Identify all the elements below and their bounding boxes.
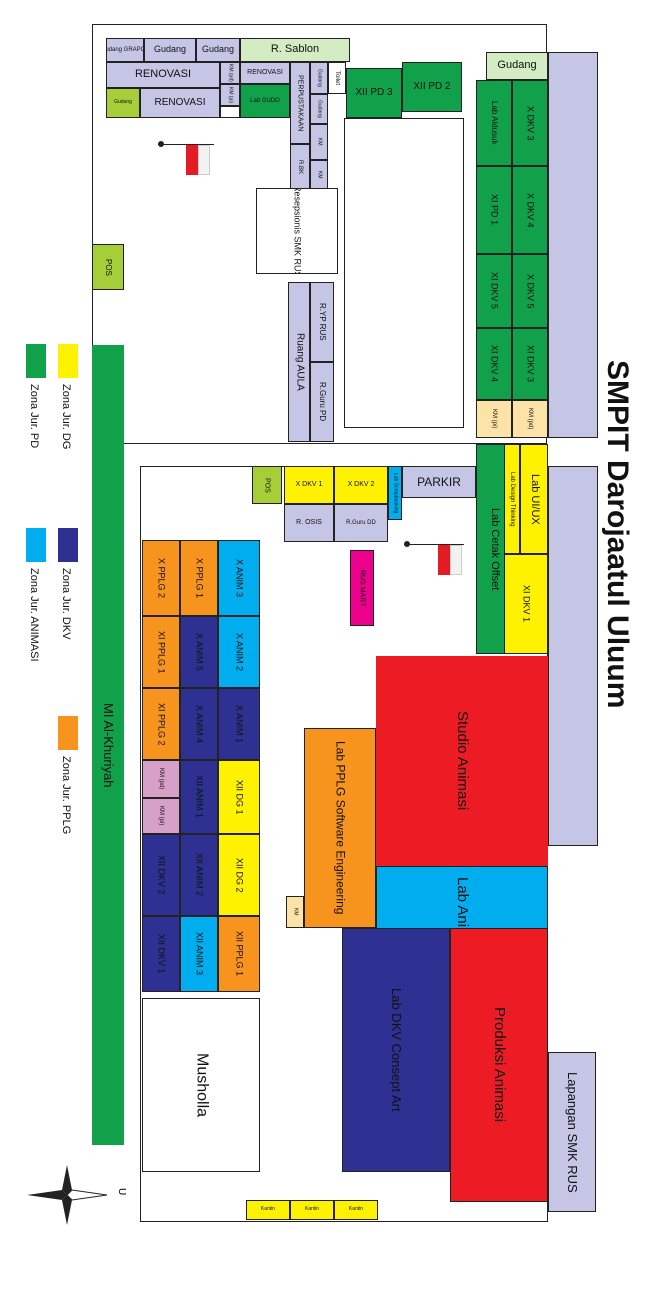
room-lab-scrapbooking: Lab Scrapbooking	[388, 466, 402, 520]
room-gudang-grapos: Gudang GRAPOS	[106, 38, 144, 62]
legend-label-pplg: Zona Jur. PPLG	[60, 756, 72, 835]
room-xi-dkv1: XI DKV 1	[504, 554, 548, 654]
room-toilet: Toilet	[328, 62, 346, 94]
pos-upper: POS	[92, 244, 124, 290]
room-kantin-3: Kantin	[334, 1200, 378, 1220]
room-xii-anim3: XII ANIM 3	[180, 916, 218, 992]
room-xi-pplg2: XI PPLG 2	[142, 688, 180, 760]
legend-label-dkv: Zona Jur. DKV	[60, 568, 72, 640]
room-resepsionis: Resepsionis SMK RUS	[256, 188, 338, 274]
map-title: SMPIT Darojaatul Uluum	[601, 360, 634, 709]
room-renovasi-1: RENOVASI	[106, 62, 220, 88]
room-xii-pd2: XII PD 2	[402, 62, 462, 112]
room-xi-pd1: XI PD 1	[476, 166, 512, 254]
room-lab-pplg: Lab PPLG Software Engineering	[304, 728, 376, 928]
parkir: PARKIR	[402, 466, 476, 498]
room-renovasi-2: RENOVASI	[140, 88, 220, 118]
flag-upper	[158, 141, 214, 180]
legend-swatch-pplg	[58, 716, 78, 750]
room-x-dkv4: X DKV 4	[512, 166, 548, 254]
mi-al-khuriyah: MI Al-Khuriyah	[92, 345, 124, 1145]
room-km-pd-grid: KM (pd)	[142, 760, 180, 798]
room-kantin-2: Kantin	[290, 1200, 334, 1220]
room-r-sablon: R. Sablon	[240, 38, 350, 62]
room-gudang-right: Gudang	[486, 52, 548, 80]
right-lavender-upper	[548, 52, 598, 438]
room-ruang-aula: Ruang AULA	[288, 282, 310, 442]
legend-swatch-dkv	[58, 528, 78, 562]
room-km-top-3	[220, 106, 240, 118]
room-km-top-2: KM (pi)	[220, 84, 240, 106]
room-perpustakaan: PERPUSTAKAAN	[290, 62, 310, 144]
room-rus-mart: RUS MART	[350, 550, 374, 626]
room-km-pplg: KM	[286, 896, 304, 928]
room-x-pplg1: X PPLG 1	[180, 540, 218, 616]
compass-north-label: U	[116, 1188, 127, 1196]
room-lab-gudo: Lab GUDO	[240, 84, 290, 118]
room-x-dkv5: X DKV 5	[512, 254, 548, 328]
legend-label-animasi: Zona Jur. ANIMASI	[28, 568, 40, 662]
room-x-anim4: X ANIM 4	[180, 688, 218, 760]
room-r-yp-rus: R.YP RUS	[310, 282, 334, 362]
room-perpustakaan-label: RENOVASI	[240, 62, 290, 84]
room-km-top-1: KM (pd)	[220, 62, 240, 84]
compass-icon	[22, 1160, 112, 1230]
flag-lower	[404, 541, 464, 580]
room-xii-dkv1: XII DKV 1	[142, 916, 180, 992]
room-x-anim3: X ANIM 3	[218, 540, 260, 616]
room-small-4: KM	[310, 160, 328, 190]
room-x-dkv3: X DKV 3	[512, 80, 548, 166]
room-xii-anim1: XII ANIM 1	[180, 760, 218, 834]
room-small-3: KM	[310, 124, 328, 160]
room-x-pplg2: X PPLG 2	[142, 540, 180, 616]
room-x-dkv2: X DKV 2	[334, 466, 388, 504]
room-x-anim2: X ANIM 2	[218, 616, 260, 688]
room-r-bk: R.BK	[290, 144, 310, 190]
inner-courtyard	[344, 118, 464, 428]
legend-swatch-pd	[26, 344, 46, 378]
room-xii-dkv2: XII DKV 2	[142, 834, 180, 916]
lapangan-smk-rus: Lapangan SMK RUS	[548, 1052, 596, 1212]
room-r-osis: R. OSIS	[284, 504, 334, 542]
right-lavender-lower	[548, 466, 598, 846]
room-xi-dkv5: XI DKV 5	[476, 254, 512, 328]
room-musholla: Musholla	[142, 998, 260, 1172]
room-kantin-1: Kantin	[246, 1200, 290, 1220]
room-gudang-1: Gudang	[144, 38, 196, 62]
room-xii-dg1: XII DG 1	[218, 760, 260, 834]
room-km-pi-grid: KM (pi)	[142, 798, 180, 834]
room-lab-dkv: Lab DKV Consept Art	[342, 928, 450, 1172]
room-km-pi-right: KM (pi)	[476, 400, 512, 438]
legend-swatch-dg	[58, 344, 78, 378]
room-xi-dkv4: XI DKV 4	[476, 328, 512, 400]
room-r-guru-dd: R.Guru DD	[334, 504, 388, 542]
pos-lower: POS	[252, 466, 282, 504]
room-xii-dg2: XII DG 2	[218, 834, 260, 916]
room-gudang-2: Gudang	[196, 38, 240, 62]
room-lab-uiux: Lab UI/UX	[520, 444, 548, 554]
room-studio-animasi: Studio Animasi	[376, 656, 548, 866]
room-xi-dkv3: XI DKV 3	[512, 328, 548, 400]
room-x-anim5: X ANIM 5	[180, 616, 218, 688]
legend-label-dg: Zona Jur. DG	[60, 384, 72, 450]
room-km-pd-right: KM (pd)	[512, 400, 548, 438]
room-lab-alchuck: Lab Aldusuk	[476, 80, 512, 166]
room-xii-pplg1: XII PPLG 1	[218, 916, 260, 992]
legend-swatch-animasi	[26, 528, 46, 562]
room-xi-pplg1: XI PPLG 1	[142, 616, 180, 688]
room-x-anim1: X ANIM 1	[218, 688, 260, 760]
room-xii-pd3: XII PD 3	[346, 68, 402, 118]
room-produksi-animasi: Produksi Animasi	[450, 928, 548, 1202]
room-x-dkv1: X DKV 1	[284, 466, 334, 504]
room-small-2: Gudang	[310, 94, 328, 124]
legend-label-pd: Zona Jur. PD	[28, 384, 40, 449]
room-gudang-small: Gudang	[106, 88, 140, 118]
room-lab-design: Lab Design Thinking	[504, 444, 520, 554]
room-r-guru-pd: R.Guru PD	[310, 362, 334, 442]
room-small-1: Gudang	[310, 62, 328, 94]
room-xii-anim2: XII ANIM 2	[180, 834, 218, 916]
